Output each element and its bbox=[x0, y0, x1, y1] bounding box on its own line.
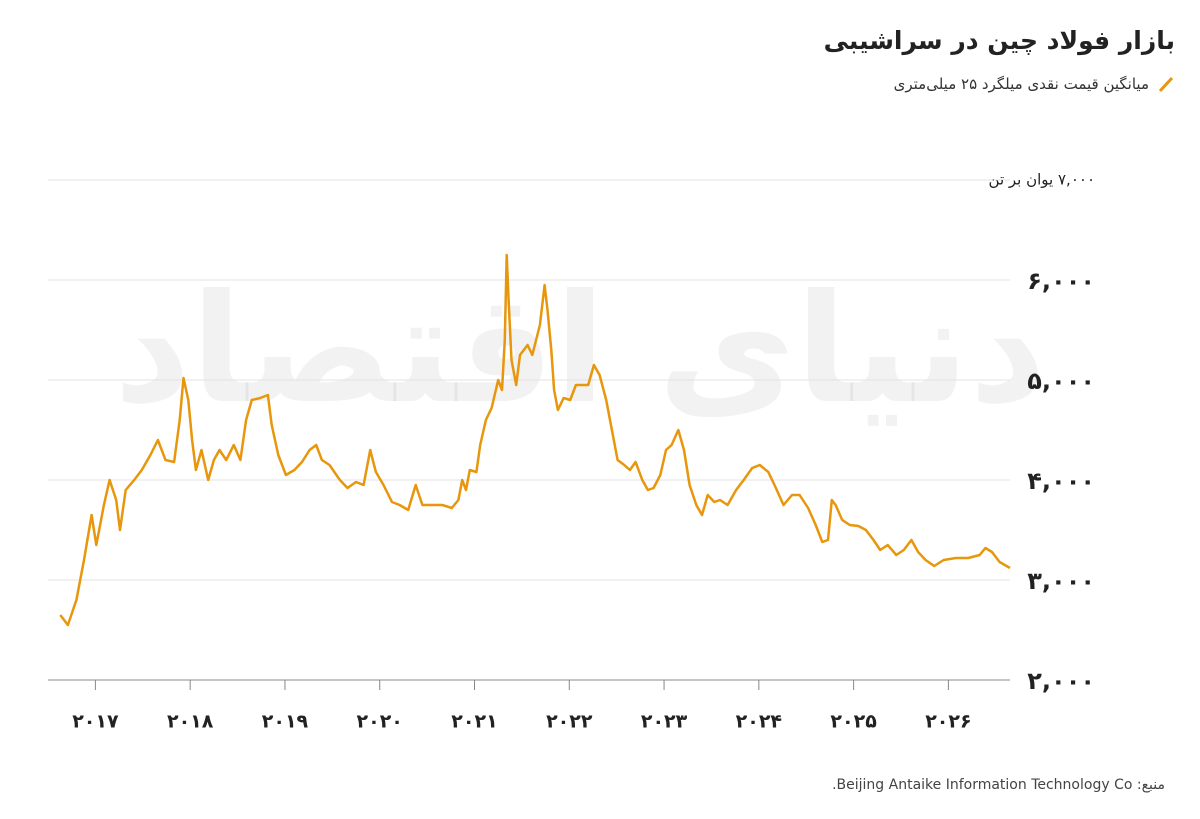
watermark: دنیای اقتصاد bbox=[114, 263, 1047, 437]
x-tick-label: ۲۰۱۹ bbox=[262, 711, 309, 733]
y-tick-label: ۳,۰۰۰ bbox=[1027, 567, 1095, 595]
series-line bbox=[59, 253, 1011, 627]
y-tick-label: ۷,۰۰۰ یوان بر تن bbox=[989, 171, 1095, 189]
y-tick-label: ۶,۰۰۰ bbox=[1027, 267, 1095, 295]
chart-title: بازار فولاد چین در سراشیبی bbox=[823, 26, 1175, 55]
x-tick-label: ۲۰۲۱ bbox=[451, 711, 497, 733]
legend: میانگین قیمت نقدی میلگرد ۲۵ میلی‌متری bbox=[835, 72, 1175, 97]
x-tick-label: ۲۰۲۰ bbox=[357, 711, 403, 733]
y-tick-label: ۵,۰۰۰ bbox=[1027, 367, 1095, 395]
legend-swatch bbox=[1158, 76, 1174, 93]
x-tick-label: ۲۰۱۸ bbox=[167, 711, 214, 733]
x-tick-label: ۲۰۲۳ bbox=[641, 711, 688, 733]
x-tick-label: ۲۰۱۷ bbox=[72, 711, 119, 733]
y-tick-label: ۲,۰۰۰ bbox=[1027, 667, 1095, 695]
source: منبع: Beijing Antaike Information Techno… bbox=[832, 777, 1165, 793]
x-tick-label: ۲۰۲۴ bbox=[736, 711, 782, 733]
x-tick-label: ۲۰۲۵ bbox=[830, 711, 877, 733]
x-tick-label: ۲۰۲۲ bbox=[546, 711, 593, 733]
y-tick-label: ۴,۰۰۰ bbox=[1027, 467, 1095, 495]
x-tick-label: ۲۰۲۶ bbox=[925, 711, 971, 733]
legend-label: میانگین قیمت نقدی میلگرد ۲۵ میلی‌متری bbox=[893, 75, 1149, 93]
